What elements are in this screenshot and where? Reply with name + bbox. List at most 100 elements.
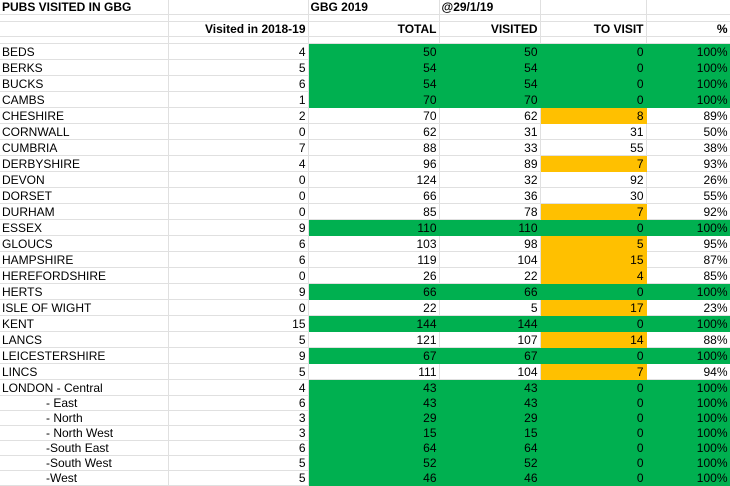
total-cell[interactable]: 70	[308, 107, 440, 124]
visited-cell[interactable]: 78	[439, 203, 541, 220]
visited-period-cell[interactable]: 0	[168, 187, 309, 204]
county-name-cell[interactable]: LANCS	[0, 331, 169, 348]
county-name-cell[interactable]: BEDS	[0, 43, 169, 60]
empty-cell[interactable]	[439, 36, 541, 44]
county-name-cell[interactable]: DORSET	[0, 187, 169, 204]
total-cell[interactable]: 43	[308, 395, 440, 411]
visited-period-cell[interactable]: 5	[168, 455, 309, 471]
visited-period-cell[interactable]: 0	[168, 267, 309, 284]
to-visit-cell[interactable]: 0	[540, 219, 647, 236]
empty-cell[interactable]	[646, 36, 730, 44]
visited-period-cell[interactable]: 3	[168, 425, 309, 441]
visited-cell[interactable]: 66	[439, 283, 541, 300]
visited-cell[interactable]: 22	[439, 267, 541, 284]
visited-cell[interactable]: 31	[439, 123, 541, 140]
visited-cell[interactable]: 144	[439, 315, 541, 332]
empty-cell[interactable]	[0, 36, 169, 44]
to-visit-cell[interactable]: 8	[540, 107, 647, 124]
to-visit-cell[interactable]: 5	[540, 235, 647, 252]
visited-period-cell[interactable]: 0	[168, 203, 309, 220]
percent-cell[interactable]: 100%	[646, 410, 730, 426]
header-to-visit[interactable]: TO VISIT	[540, 21, 647, 37]
county-name-cell[interactable]: BERKS	[0, 59, 169, 76]
visited-cell[interactable]: 50	[439, 43, 541, 60]
empty-cell[interactable]	[168, 0, 309, 15]
county-name-cell[interactable]: HEREFORDSHIRE	[0, 267, 169, 284]
visited-period-cell[interactable]: 7	[168, 139, 309, 156]
total-cell[interactable]: 43	[308, 379, 440, 396]
percent-cell[interactable]: 100%	[646, 455, 730, 471]
visited-period-cell[interactable]: 4	[168, 155, 309, 172]
percent-cell[interactable]: 100%	[646, 470, 730, 486]
total-cell[interactable]: 15	[308, 425, 440, 441]
percent-cell[interactable]: 55%	[646, 187, 730, 204]
total-cell[interactable]: 96	[308, 155, 440, 172]
visited-cell[interactable]: 67	[439, 347, 541, 364]
visited-cell[interactable]: 89	[439, 155, 541, 172]
visited-period-cell[interactable]: 9	[168, 219, 309, 236]
total-cell[interactable]: 29	[308, 410, 440, 426]
visited-cell[interactable]: 32	[439, 171, 541, 188]
visited-cell[interactable]: 62	[439, 107, 541, 124]
visited-cell[interactable]: 70	[439, 91, 541, 108]
visited-cell[interactable]: 107	[439, 331, 541, 348]
total-cell[interactable]: 54	[308, 75, 440, 92]
percent-cell[interactable]: 100%	[646, 59, 730, 76]
visited-period-cell[interactable]: 5	[168, 470, 309, 486]
county-name-cell[interactable]: LEICESTERSHIRE	[0, 347, 169, 364]
header-total[interactable]: TOTAL	[308, 21, 440, 37]
total-cell[interactable]: 22	[308, 299, 440, 316]
visited-period-cell[interactable]: 6	[168, 251, 309, 268]
percent-cell[interactable]: 93%	[646, 155, 730, 172]
county-name-cell[interactable]: - East	[0, 395, 169, 411]
total-cell[interactable]: 70	[308, 91, 440, 108]
visited-cell[interactable]: 43	[439, 379, 541, 396]
empty-cell[interactable]	[308, 36, 440, 44]
percent-cell[interactable]: 23%	[646, 299, 730, 316]
total-cell[interactable]: 111	[308, 363, 440, 380]
header-visited[interactable]: VISITED	[439, 21, 541, 37]
to-visit-cell[interactable]: 55	[540, 139, 647, 156]
county-name-cell[interactable]: CHESHIRE	[0, 107, 169, 124]
percent-cell[interactable]: 88%	[646, 331, 730, 348]
visited-period-cell[interactable]: 0	[168, 171, 309, 188]
percent-cell[interactable]: 100%	[646, 283, 730, 300]
to-visit-cell[interactable]: 0	[540, 75, 647, 92]
county-name-cell[interactable]: CUMBRIA	[0, 139, 169, 156]
to-visit-cell[interactable]: 15	[540, 251, 647, 268]
visited-period-cell[interactable]: 0	[168, 123, 309, 140]
total-cell[interactable]: 52	[308, 455, 440, 471]
to-visit-cell[interactable]: 4	[540, 267, 647, 284]
empty-cell[interactable]	[540, 0, 647, 15]
percent-cell[interactable]: 100%	[646, 395, 730, 411]
percent-cell[interactable]: 85%	[646, 267, 730, 284]
visited-period-cell[interactable]: 4	[168, 43, 309, 60]
to-visit-cell[interactable]: 7	[540, 363, 647, 380]
county-name-cell[interactable]: ESSEX	[0, 219, 169, 236]
empty-cell[interactable]	[439, 14, 541, 22]
to-visit-cell[interactable]: 7	[540, 155, 647, 172]
visited-period-cell[interactable]: 9	[168, 283, 309, 300]
empty-cell[interactable]	[168, 14, 309, 22]
visited-cell[interactable]: 5	[439, 299, 541, 316]
county-name-cell[interactable]: DEVON	[0, 171, 169, 188]
percent-cell[interactable]: 50%	[646, 123, 730, 140]
county-name-cell[interactable]: ISLE OF WIGHT	[0, 299, 169, 316]
total-cell[interactable]: 103	[308, 235, 440, 252]
total-cell[interactable]: 119	[308, 251, 440, 268]
county-name-cell[interactable]: CAMBS	[0, 91, 169, 108]
percent-cell[interactable]: 100%	[646, 315, 730, 332]
visited-period-cell[interactable]: 6	[168, 395, 309, 411]
empty-cell[interactable]	[0, 21, 169, 37]
visited-period-cell[interactable]: 4	[168, 379, 309, 396]
total-cell[interactable]: 66	[308, 187, 440, 204]
total-cell[interactable]: 54	[308, 59, 440, 76]
percent-cell[interactable]: 26%	[646, 171, 730, 188]
county-name-cell[interactable]: GLOUCS	[0, 235, 169, 252]
county-name-cell[interactable]: -West	[0, 470, 169, 486]
empty-cell[interactable]	[646, 14, 730, 22]
visited-period-cell[interactable]: 15	[168, 315, 309, 332]
percent-cell[interactable]: 95%	[646, 235, 730, 252]
county-name-cell[interactable]: BUCKS	[0, 75, 169, 92]
percent-cell[interactable]: 100%	[646, 219, 730, 236]
